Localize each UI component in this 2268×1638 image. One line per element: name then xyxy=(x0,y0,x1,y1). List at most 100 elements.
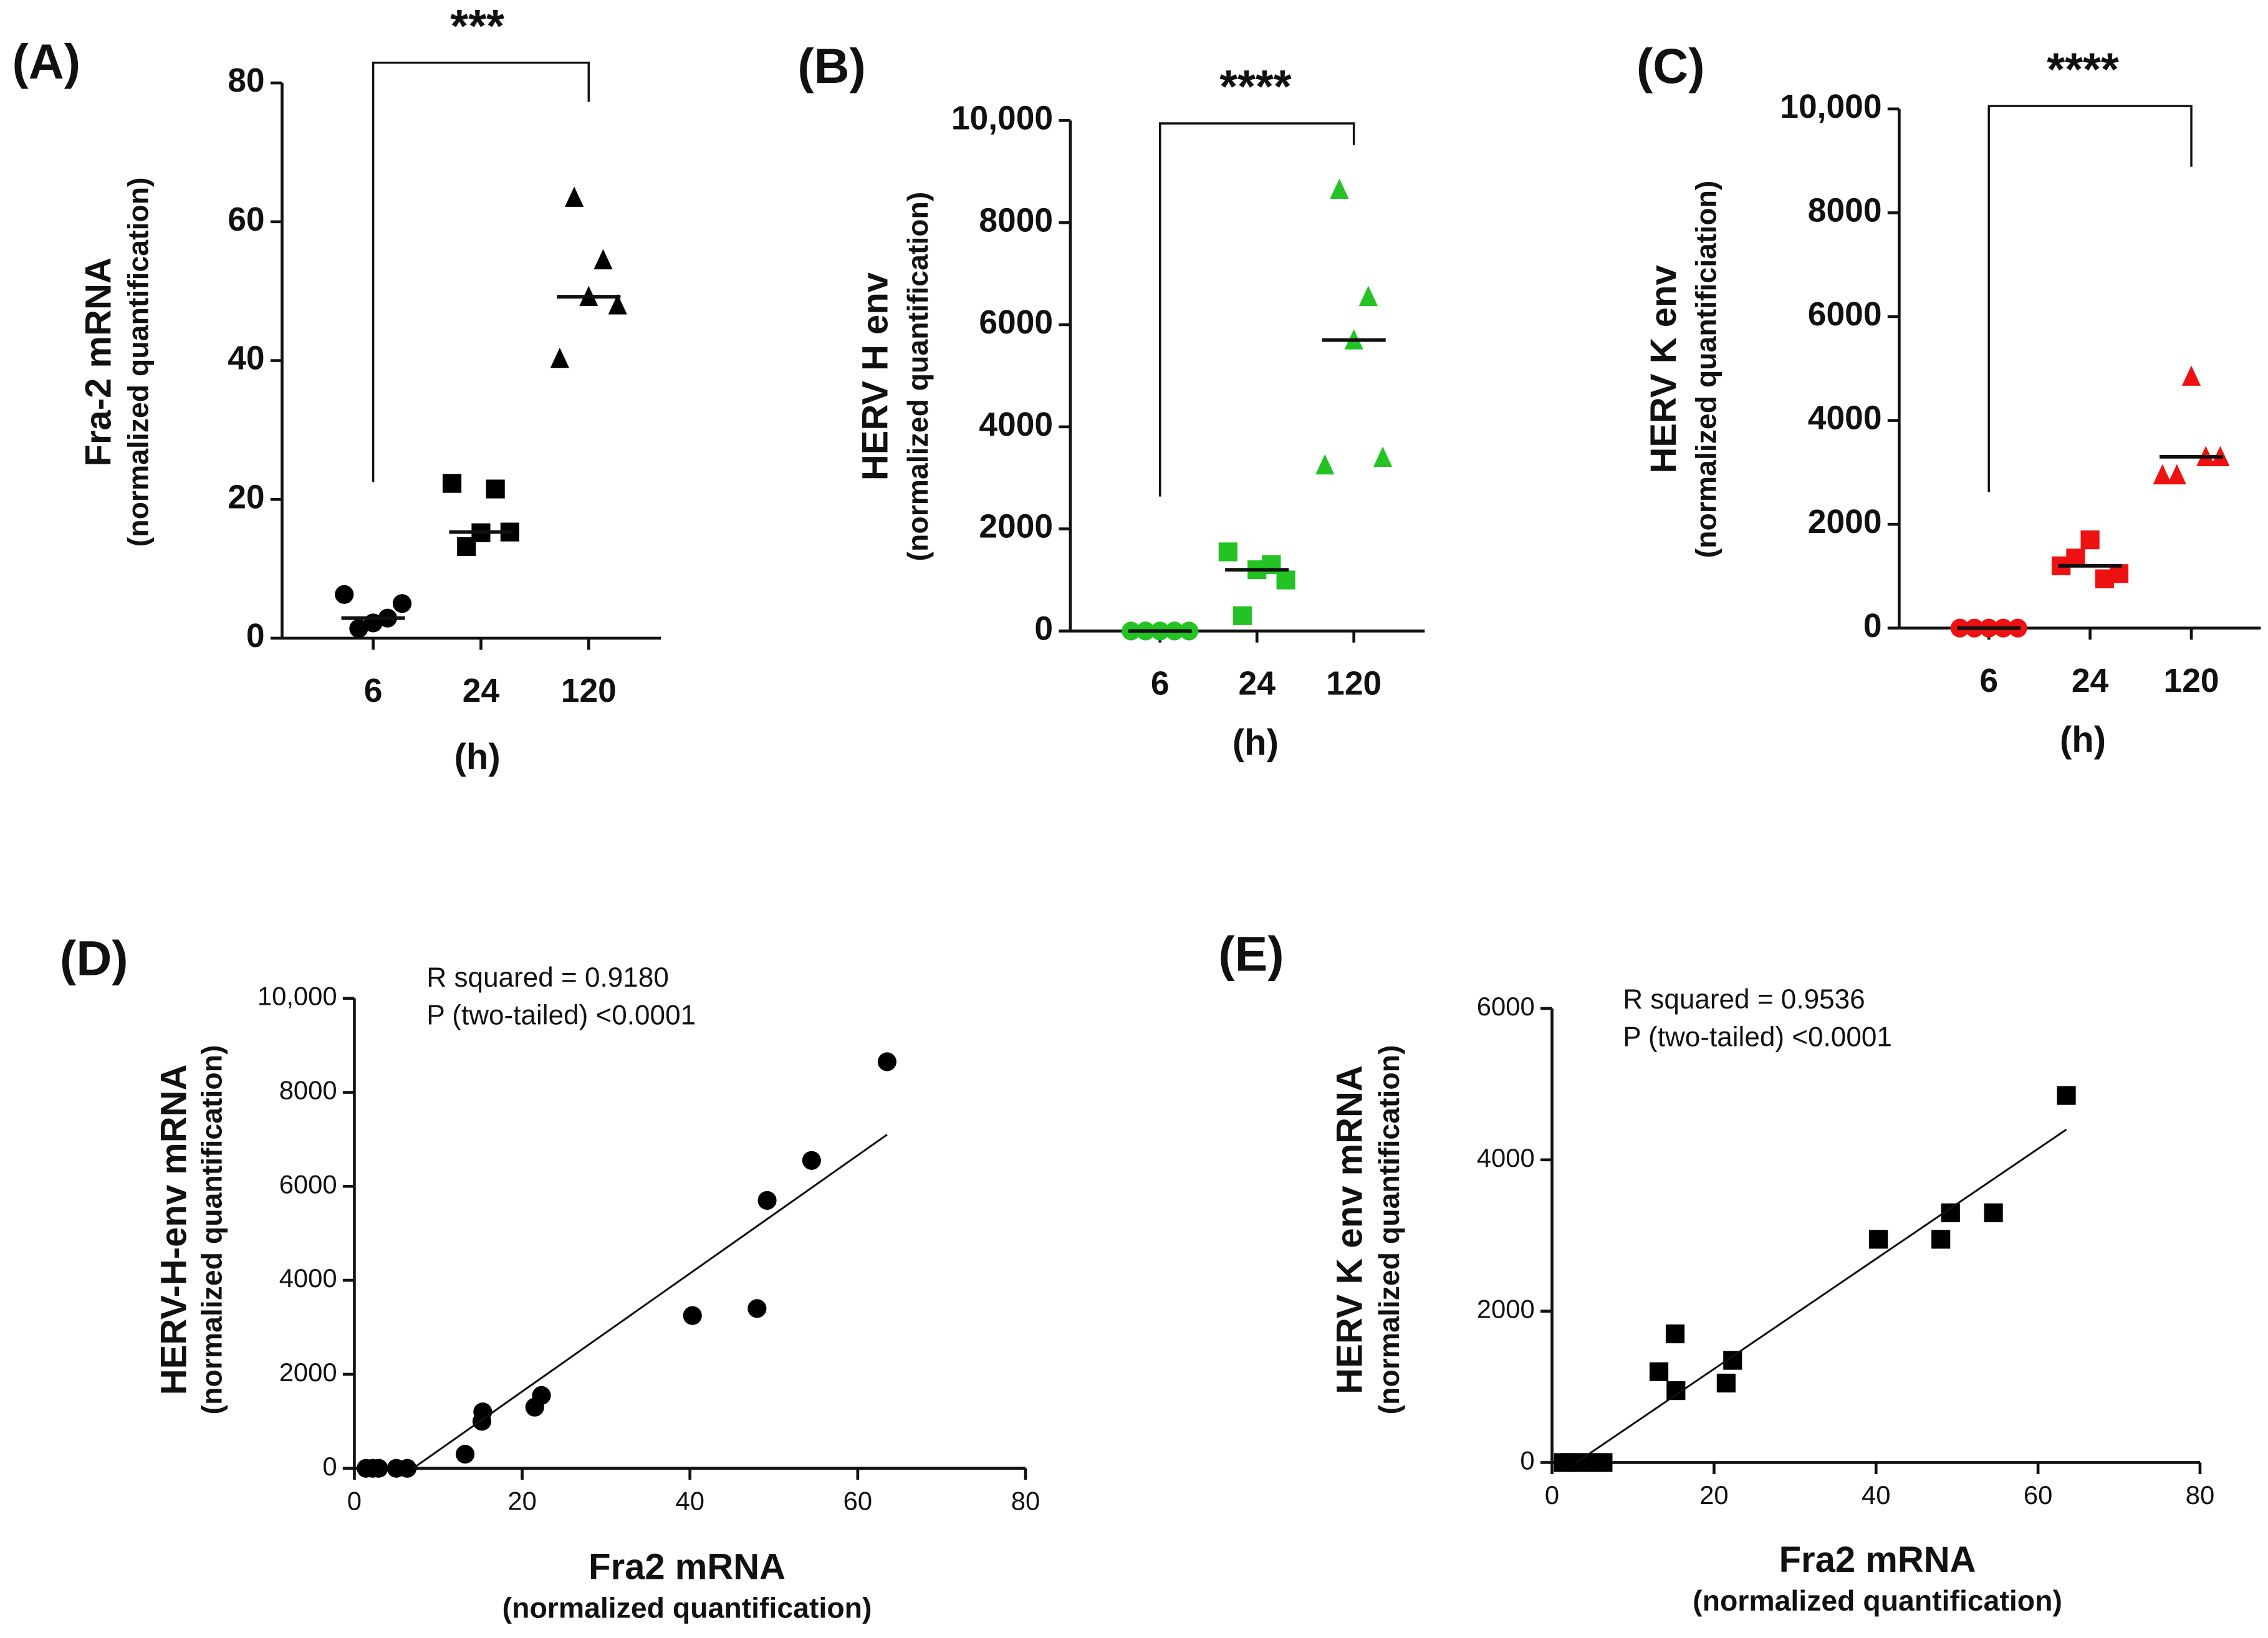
panel-label: (C) xyxy=(1636,39,1705,93)
x-tick-label: 6 xyxy=(1151,666,1170,702)
y-tick-label: 2000 xyxy=(1477,1295,1535,1324)
point xyxy=(1593,1453,1613,1472)
significance-bracket xyxy=(1987,105,2193,492)
point xyxy=(2181,365,2201,386)
point xyxy=(486,479,505,499)
x-tick-label: 0 xyxy=(1545,1480,1559,1510)
point xyxy=(1358,285,1378,307)
y-axis-label: HERV H env xyxy=(855,272,896,481)
point xyxy=(2057,1086,2076,1105)
y-tick-label: 4000 xyxy=(279,1263,337,1293)
y-tick-label: 60 xyxy=(228,201,264,238)
annotation: P (two-tailed) <0.0001 xyxy=(426,1000,696,1031)
point xyxy=(747,1299,767,1318)
y-axis-label: HERV-H-env mRNA xyxy=(153,1065,194,1396)
fit-line xyxy=(1575,1128,2067,1463)
y-axis-label: HERV K env xyxy=(1643,265,1684,473)
panel-label: (A) xyxy=(12,34,80,89)
y-tick-label: 80 xyxy=(228,62,264,99)
x-tick-label: 40 xyxy=(1862,1480,1890,1510)
x-tick-label: 6 xyxy=(1979,663,1998,699)
x-tick-label: 60 xyxy=(2024,1480,2052,1510)
annotation: P (two-tailed) <0.0001 xyxy=(1623,1022,1892,1052)
x-tick-label: 40 xyxy=(675,1486,704,1515)
y-tick-label: 8000 xyxy=(979,202,1053,239)
y-tick-label: 0 xyxy=(1863,608,1882,644)
x-axis-sublabel: (normalized quantification) xyxy=(1693,1584,2062,1617)
significance-bracket xyxy=(1159,122,1355,497)
x-tick-label: 24 xyxy=(463,673,500,709)
point xyxy=(1931,1230,1951,1249)
point xyxy=(683,1306,702,1325)
x-tick-label: 80 xyxy=(2186,1480,2214,1510)
point xyxy=(1665,1324,1685,1344)
point xyxy=(1315,454,1335,475)
point xyxy=(2080,530,2100,550)
y-axis-sublabel: (normalized quantification) xyxy=(901,192,934,562)
y-tick-label: 6000 xyxy=(1808,296,1882,333)
y-tick-label: 0 xyxy=(1520,1445,1534,1475)
y-tick-label: 4000 xyxy=(1477,1143,1535,1172)
y-tick-label: 0 xyxy=(246,618,265,654)
x-axis-label: (h) xyxy=(1233,722,1279,763)
y-tick-label: 20 xyxy=(228,479,264,515)
x-tick-label: 24 xyxy=(1239,666,1276,702)
significance-label: **** xyxy=(1219,60,1292,112)
point xyxy=(1233,606,1252,625)
fit-line xyxy=(412,1134,888,1469)
y-tick-label: 6000 xyxy=(979,304,1053,341)
y-tick-label: 6000 xyxy=(1477,992,1535,1021)
y-axis-label: Fra-2 mRNA xyxy=(79,257,119,466)
significance-label: *** xyxy=(450,0,504,52)
point xyxy=(442,474,462,493)
point xyxy=(2153,464,2172,485)
x-tick-label: 120 xyxy=(2164,663,2219,699)
y-tick-label: 4000 xyxy=(979,406,1053,443)
x-axis-label: Fra2 mRNA xyxy=(1779,1540,1976,1580)
x-tick-label: 24 xyxy=(2072,663,2109,699)
x-axis-label: (h) xyxy=(2060,719,2106,760)
y-tick-label: 6000 xyxy=(279,1169,337,1199)
significance-bracket xyxy=(372,61,590,482)
point xyxy=(1566,1453,1585,1472)
y-tick-label: 8000 xyxy=(279,1076,337,1105)
point xyxy=(550,347,569,368)
y-tick-label: 10,000 xyxy=(951,100,1053,136)
x-tick-label: 20 xyxy=(507,1486,536,1515)
y-tick-label: 0 xyxy=(1034,610,1053,647)
annotation: R squared = 0.9180 xyxy=(426,962,668,993)
y-axis-sublabel: (normalized quantification) xyxy=(196,1045,228,1415)
point xyxy=(369,1458,388,1478)
y-tick-label: 10,000 xyxy=(257,982,337,1011)
y-axis-sublabel: (normalized quantificiation) xyxy=(1689,181,1722,558)
point xyxy=(532,1386,551,1405)
point xyxy=(1649,1362,1669,1381)
y-tick-label: 4000 xyxy=(1808,400,1882,437)
point xyxy=(398,1458,417,1478)
point xyxy=(608,294,627,315)
point xyxy=(1276,570,1295,590)
panel-label: (D) xyxy=(60,931,128,986)
x-tick-label: 0 xyxy=(347,1486,362,1515)
x-tick-label: 120 xyxy=(1326,666,1381,702)
point xyxy=(593,249,613,270)
x-tick-label: 20 xyxy=(1699,1480,1728,1510)
point xyxy=(2167,464,2186,485)
y-tick-label: 2000 xyxy=(279,1358,337,1387)
y-tick-label: 8000 xyxy=(1808,192,1882,229)
point xyxy=(565,186,584,207)
point xyxy=(802,1151,821,1170)
point xyxy=(392,594,412,613)
panel-label: (B) xyxy=(797,39,866,93)
x-tick-label: 60 xyxy=(843,1486,872,1515)
point xyxy=(1373,446,1393,467)
y-tick-label: 0 xyxy=(322,1452,337,1481)
y-tick-label: 10,000 xyxy=(1780,89,1881,125)
point xyxy=(455,1445,475,1464)
panel-label: (E) xyxy=(1218,927,1284,982)
point xyxy=(1869,1230,1888,1249)
significance-label: **** xyxy=(2047,43,2119,95)
point xyxy=(1330,178,1349,199)
x-tick-label: 6 xyxy=(364,673,383,709)
